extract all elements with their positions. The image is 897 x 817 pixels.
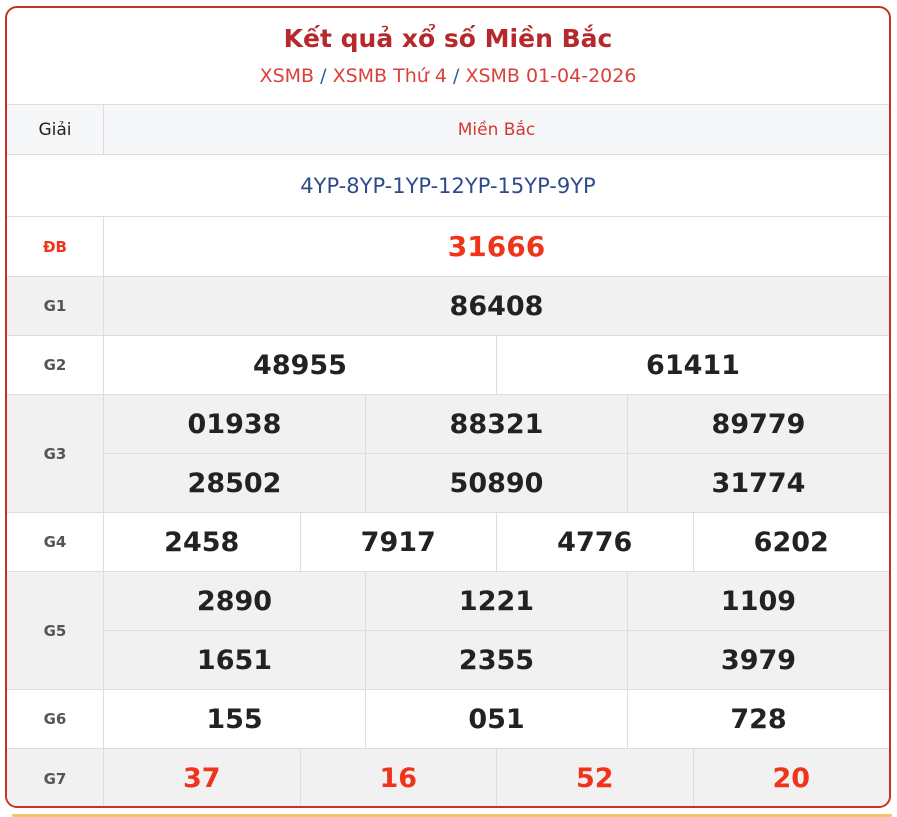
prize-row-g4: G4 2458 7917 4776 6202 <box>7 512 889 571</box>
prize-number: 728 <box>627 690 889 748</box>
prize-label: G4 <box>7 513 104 571</box>
prize-label: G5 <box>7 572 104 689</box>
prize-number: 2355 <box>365 631 627 689</box>
prize-number: 2458 <box>164 526 240 558</box>
special-codes-row: 4YP-8YP-1YP-12YP-15YP-9YP <box>7 154 889 216</box>
results-header: Kết quả xổ số Miền Bắc XSMB / XSMB Thứ 4… <box>7 8 889 104</box>
prize-label: G7 <box>7 749 104 806</box>
prize-number: 50890 <box>365 454 627 512</box>
breadcrumb: XSMB / XSMB Thứ 4 / XSMB 01-04-2026 <box>7 64 889 88</box>
prize-label: G3 <box>7 395 104 512</box>
prize-row-g6: G6 155 051 728 <box>7 689 889 748</box>
prize-number: 31666 <box>447 230 546 263</box>
prize-row-g7: G7 37 16 52 20 <box>7 748 890 806</box>
prize-label: G2 <box>7 336 104 394</box>
breadcrumb-xsmb-weekday[interactable]: XSMB Thứ 4 <box>332 65 447 87</box>
prize-number: 89779 <box>627 395 889 453</box>
prize-number: 37 <box>182 763 221 794</box>
prize-number: 3979 <box>627 631 889 689</box>
prize-number: 7917 <box>299 513 497 571</box>
bottom-divider <box>12 814 892 817</box>
prize-number: 28502 <box>187 467 282 499</box>
prize-number: 4776 <box>496 513 693 571</box>
prize-number: 86408 <box>449 290 544 322</box>
prize-label: G6 <box>7 690 104 748</box>
prize-number: 155 <box>206 703 263 735</box>
prize-number: 1221 <box>365 572 627 630</box>
page-title: Kết quả xổ số Miền Bắc <box>283 24 613 53</box>
column-header-prize: Giải <box>7 105 104 154</box>
prize-label: G1 <box>7 277 104 335</box>
prize-number: 051 <box>365 690 627 748</box>
prize-number: 88321 <box>365 395 627 453</box>
prize-number: 1651 <box>196 644 273 676</box>
prize-row-g5: G5 2890 1221 1109 1651 2355 3979 <box>7 571 889 689</box>
prize-number: 2890 <box>196 585 273 617</box>
prize-number: 6202 <box>692 513 890 571</box>
prize-number: 01938 <box>187 408 282 440</box>
breadcrumb-xsmb[interactable]: XSMB <box>259 65 315 87</box>
prize-number: 61411 <box>496 336 889 394</box>
prize-number: 31774 <box>627 454 889 512</box>
prize-row-g1: G1 86408 <box>7 276 889 335</box>
table-header-row: Giải Miền Bắc <box>7 104 889 154</box>
prize-number: 16 <box>299 749 497 806</box>
breadcrumb-xsmb-date[interactable]: XSMB 01-04-2026 <box>465 65 637 87</box>
prize-row-g2: G2 48955 61411 <box>7 335 889 394</box>
breadcrumb-separator: / <box>453 65 460 87</box>
results-card: Kết quả xổ số Miền Bắc XSMB / XSMB Thứ 4… <box>5 6 891 808</box>
prize-number: 52 <box>496 749 693 806</box>
breadcrumb-separator: / <box>320 65 327 87</box>
prize-number: 20 <box>692 749 890 806</box>
prize-row-g3: G3 01938 88321 89779 28502 50890 31774 <box>7 394 889 512</box>
column-header-region: Miền Bắc <box>457 119 536 140</box>
prize-row-đb: ĐB 31666 <box>7 216 889 276</box>
prize-number: 1109 <box>627 572 889 630</box>
prize-number: 48955 <box>253 349 347 381</box>
prize-label: ĐB <box>7 217 104 276</box>
